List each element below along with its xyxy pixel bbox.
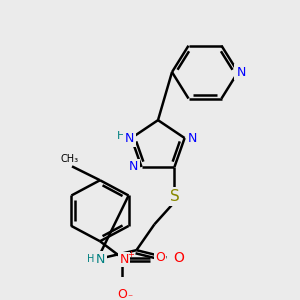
Text: N: N [129,160,138,173]
Text: H: H [117,131,126,141]
Text: O: O [117,288,127,300]
Text: N: N [188,131,197,145]
Text: ⁻: ⁻ [128,293,133,300]
Text: +: + [128,250,134,259]
Text: S: S [169,189,179,204]
Text: N: N [125,133,134,146]
Text: H: H [87,254,94,264]
Text: N: N [96,253,105,266]
Text: O: O [155,251,165,264]
Text: N: N [236,66,246,79]
Text: O: O [173,250,184,265]
Text: N: N [119,253,129,266]
Text: CH₃: CH₃ [61,154,79,164]
